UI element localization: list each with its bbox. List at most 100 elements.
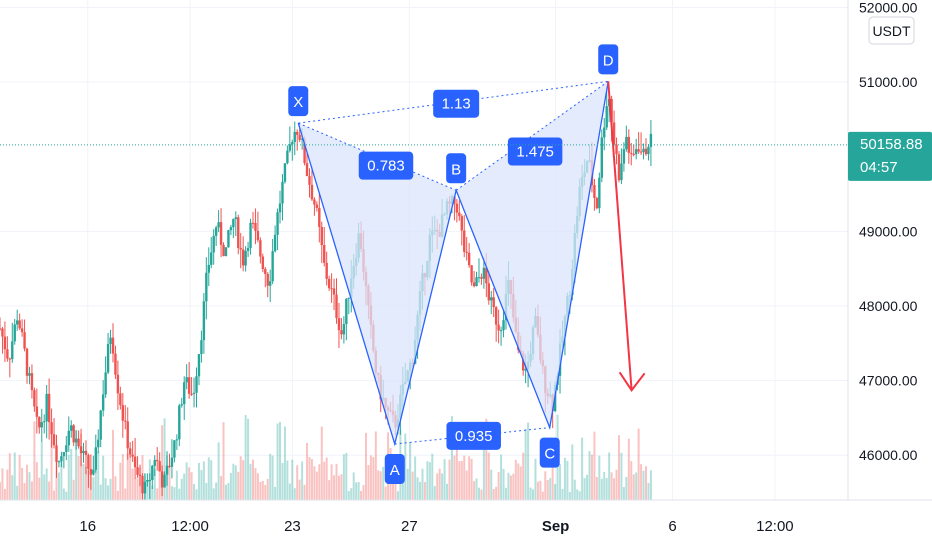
- volume-bar: [70, 448, 73, 500]
- volume-bar: [509, 475, 512, 500]
- current-price-badge: 50158.88 04:57: [848, 131, 932, 181]
- candle-body: [494, 307, 498, 325]
- volume-bar: [360, 490, 363, 500]
- volume-bar: [13, 452, 16, 500]
- candle-body: [605, 106, 608, 128]
- candle-body: [232, 219, 235, 228]
- candle-body: [82, 450, 85, 454]
- volume-bar: [205, 482, 208, 500]
- volume-bar: [188, 467, 191, 500]
- candle-body: [30, 373, 34, 391]
- volume-bar: [507, 472, 510, 500]
- candle-body: [288, 144, 292, 151]
- candle-body: [278, 203, 282, 213]
- volume-bar: [345, 453, 348, 500]
- candle-body: [300, 138, 304, 140]
- candle-body: [141, 475, 144, 494]
- candle-body: [146, 480, 149, 482]
- svg-text:0.783: 0.783: [367, 158, 405, 175]
- candle-body: [60, 456, 63, 462]
- volume-bar: [352, 472, 355, 500]
- volume-bar: [524, 429, 527, 500]
- candle-body: [627, 136, 631, 153]
- candle-body: [175, 439, 179, 441]
- candle-body: [639, 151, 643, 153]
- volume-bar: [613, 478, 616, 500]
- candle-body: [77, 438, 80, 447]
- svg-text:1.475: 1.475: [516, 143, 554, 160]
- candle-body: [106, 343, 110, 373]
- candle-body: [637, 149, 640, 152]
- time-tick-label: 6: [668, 518, 676, 535]
- volume-bar: [271, 455, 274, 500]
- candle-body: [143, 481, 147, 494]
- volume-bar: [325, 457, 328, 500]
- pattern-ratio-label: 0.783: [358, 151, 414, 180]
- candle-body: [480, 277, 483, 279]
- candle-body: [84, 450, 88, 456]
- volume-bar: [583, 478, 586, 500]
- time-axis[interactable]: 16 12:00 23 27 Sep 6 12:00: [79, 518, 793, 535]
- candle-body: [305, 163, 309, 177]
- volume-bar: [170, 486, 173, 500]
- volume-bar: [281, 462, 284, 500]
- candle-body: [227, 230, 230, 248]
- volume-bar: [43, 474, 46, 500]
- pattern-dotted-line: [455, 80, 609, 191]
- time-tick-label: 27: [401, 518, 418, 535]
- candle-body: [151, 465, 154, 480]
- volume-bar: [522, 452, 525, 500]
- volume-bar: [541, 491, 544, 500]
- volume-bar: [259, 481, 262, 500]
- volume-bar: [608, 452, 611, 500]
- volume-bar: [581, 437, 584, 500]
- candle-body: [109, 337, 112, 344]
- candle-body: [634, 149, 638, 155]
- candle-body: [47, 393, 51, 423]
- volume-bar: [573, 479, 576, 500]
- volume-bar: [234, 465, 237, 500]
- volume-bar: [315, 471, 318, 500]
- volume-bar: [600, 478, 603, 500]
- volume-bar: [364, 432, 367, 500]
- volume-bar: [276, 423, 279, 500]
- volume-bar: [482, 443, 485, 500]
- volume-bar: [350, 488, 353, 500]
- volume-bar: [632, 474, 635, 500]
- volume-bar: [576, 489, 579, 500]
- harmonic-pattern[interactable]: X A B C D 0.783 1.13 1.475 0.935: [288, 44, 646, 485]
- candle-body: [104, 372, 107, 395]
- candle-body: [345, 298, 348, 325]
- volume-bar: [161, 425, 164, 500]
- pattern-ratio-label: 0.935: [446, 421, 501, 450]
- candle-body: [313, 199, 316, 205]
- price-axis[interactable]: 52000.00 51000.00 49000.00 48000.00 47000.00…: [859, 0, 918, 463]
- volume-bar: [207, 457, 210, 500]
- candle-body: [472, 282, 476, 287]
- candle-body: [33, 390, 36, 407]
- volume-bar: [433, 486, 436, 500]
- candle-body: [214, 227, 218, 236]
- volume-bar: [200, 470, 203, 500]
- volume-bar: [463, 455, 466, 500]
- candle-body: [224, 247, 228, 257]
- pattern-point-x: X: [288, 86, 309, 117]
- price-tick-label: 49000.00: [859, 223, 918, 239]
- volume-bar: [180, 478, 183, 500]
- volume-bar: [279, 421, 282, 500]
- volume-bar: [18, 454, 21, 500]
- volume-bar: [347, 491, 350, 500]
- candle-body: [271, 251, 274, 282]
- price-tick-label: 51000.00: [859, 74, 918, 90]
- volume-bar: [190, 472, 193, 500]
- currency-badge[interactable]: USDT: [868, 16, 915, 45]
- volume-bar: [617, 435, 620, 500]
- volume-bar: [84, 466, 87, 500]
- volume-bar: [202, 461, 205, 500]
- candle-body: [50, 422, 53, 435]
- candle-body: [251, 222, 255, 224]
- candle-body: [600, 137, 603, 178]
- volume-bar: [470, 458, 473, 500]
- candle-body: [268, 281, 272, 286]
